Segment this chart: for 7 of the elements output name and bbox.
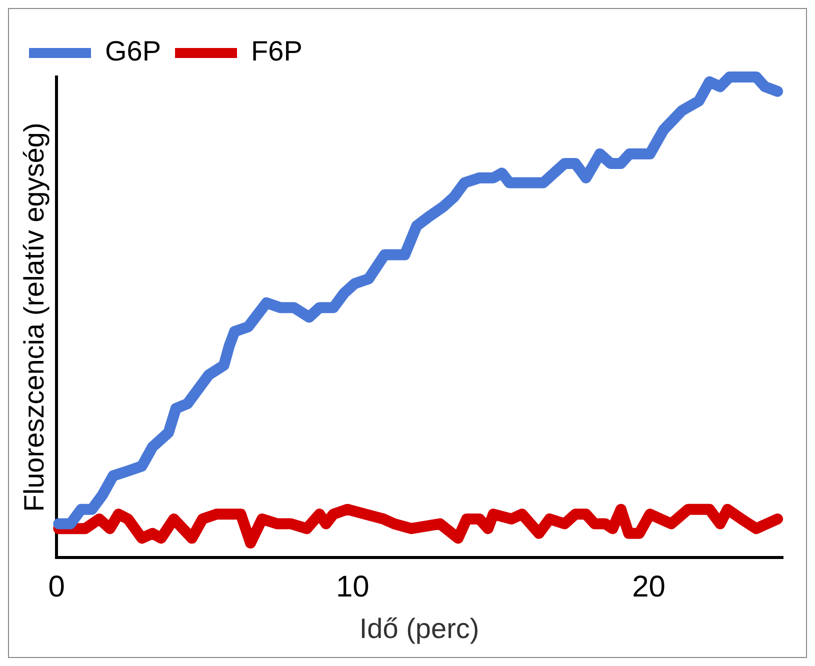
y-axis-title: Fluoreszcencia (relatív egység) <box>18 122 50 512</box>
x-tick-label: 0 <box>48 570 65 604</box>
x-tick-label: 20 <box>632 570 666 604</box>
x-axis-title: Idő (perc) <box>359 612 480 644</box>
legend-label: G6P <box>105 36 162 67</box>
legend-label: F6P <box>251 36 302 67</box>
x-tick-label: 10 <box>336 570 370 604</box>
